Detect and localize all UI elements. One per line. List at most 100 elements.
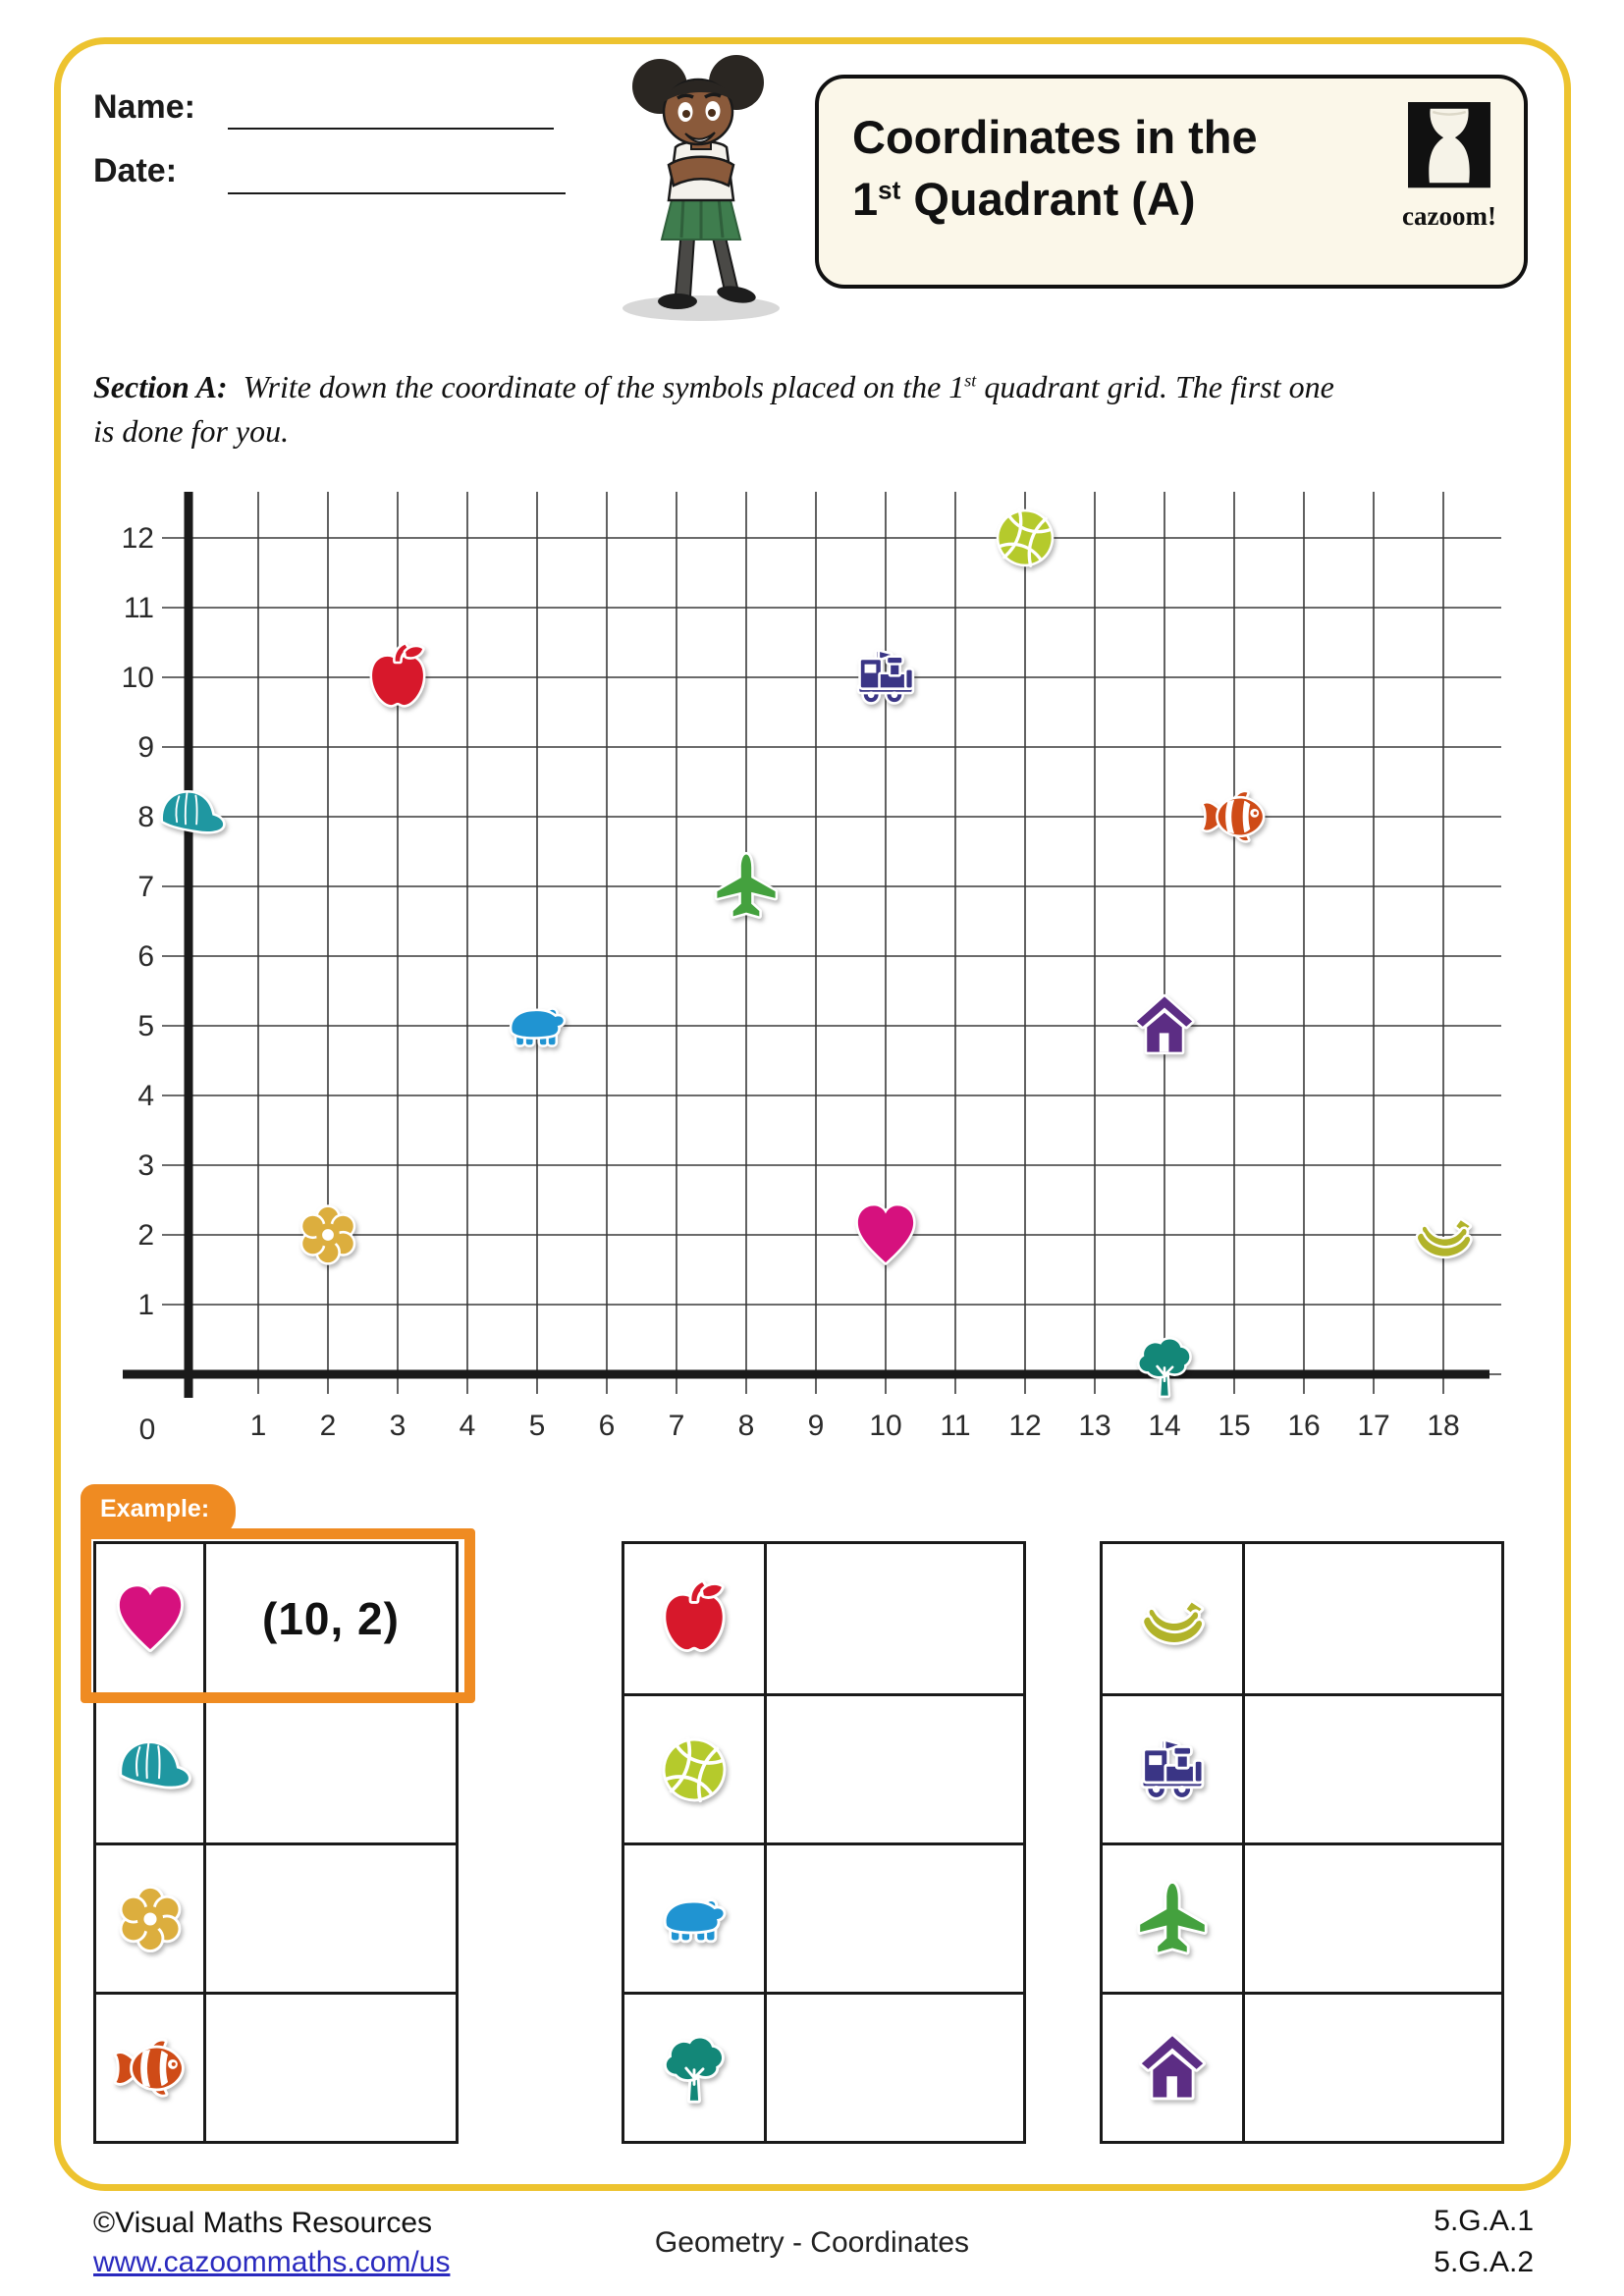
heart-icon	[116, 1583, 184, 1653]
x-tick-label: 12	[1008, 1410, 1041, 1442]
symbol-cell-house	[1103, 1995, 1245, 2141]
x-tick-label: 15	[1218, 1410, 1250, 1442]
x-tick-label: 13	[1078, 1410, 1110, 1442]
footer-topic: Geometry - Coordinates	[654, 2226, 970, 2259]
answer-cell	[1245, 1845, 1501, 1992]
grid-symbol-train	[849, 641, 922, 714]
y-tick-label: 2	[137, 1219, 154, 1252]
basketball-icon	[996, 508, 1055, 567]
table-row	[1103, 1693, 1501, 1842]
table-row	[624, 1693, 1023, 1842]
tree-icon	[1136, 1337, 1192, 1399]
cazoom-drum-icon	[1408, 102, 1490, 188]
y-tick-label: 4	[137, 1080, 154, 1112]
footer-copyright: ©Visual Maths Resources	[93, 2207, 433, 2239]
bear-icon	[663, 1897, 727, 1943]
y-tick-label: 10	[122, 662, 154, 694]
y-tick-label: 5	[137, 1010, 154, 1042]
x-tick-label: 5	[529, 1410, 546, 1442]
y-tick-label: 6	[137, 940, 154, 973]
x-tick-label: 4	[460, 1410, 476, 1442]
fish-icon	[1201, 789, 1266, 843]
girl-illustration	[623, 55, 780, 321]
answer-cell	[206, 1995, 456, 2141]
house-icon	[1134, 993, 1195, 1055]
y-tick-label: 12	[122, 522, 154, 555]
symbol-cell-cap	[96, 1696, 206, 1842]
x-tick-label: 2	[320, 1410, 337, 1442]
symbol-cell-bananas	[1103, 1544, 1245, 1693]
y-tick-label: 7	[137, 871, 154, 903]
footer-standard-2: 5.G.A.2	[1434, 2246, 1534, 2278]
airplane-icon	[714, 851, 779, 919]
grid-svg: 0 1 2 3 4 5 6 7 8 9 10 11 12 13 14 15 16 17 18123456789101…	[122, 492, 1501, 1446]
page-border	[54, 37, 1571, 2191]
table-row	[1103, 1842, 1501, 1992]
grid-symbol-tree	[1128, 1330, 1201, 1403]
table-row-example: (10, 2)	[96, 1544, 456, 1693]
symbol-cell-flower	[96, 1845, 206, 1992]
tree-icon	[663, 2035, 725, 2104]
x-tick-label: 6	[599, 1410, 616, 1442]
cazoom-logo-text: cazoom!	[1402, 201, 1496, 231]
x-tick-label: 16	[1287, 1410, 1320, 1442]
heart-icon	[855, 1202, 916, 1265]
y-tick-label: 11	[124, 592, 154, 624]
answer-cell	[1245, 1995, 1501, 2141]
axes	[123, 492, 1489, 1398]
answer-cell	[767, 1696, 1023, 1842]
symbol-cell-tree	[624, 1995, 767, 2141]
x-tick-label: 3	[390, 1410, 406, 1442]
title-box: Coordinates in the 1st Quadrant (A) cazo…	[815, 75, 1528, 289]
symbol-cell-heart	[96, 1544, 206, 1693]
table-row	[624, 1992, 1023, 2141]
grid-symbol-airplane	[710, 850, 783, 923]
apple-icon	[663, 1579, 726, 1653]
symbol-cell-apple	[624, 1544, 767, 1693]
x-tick-label: 11	[940, 1410, 970, 1442]
grid-symbol-flower	[292, 1199, 364, 1271]
cap-icon	[118, 1739, 191, 1789]
footer-website-link[interactable]: www.cazoommaths.com/us	[93, 2246, 451, 2278]
y-tick-label: 1	[137, 1289, 154, 1321]
basketball-icon	[662, 1736, 727, 1802]
grid-symbol-cap	[152, 780, 226, 853]
answer-cell	[1245, 1696, 1501, 1842]
answer-cell	[1245, 1544, 1501, 1693]
answer-cell	[206, 1696, 456, 1842]
table-row	[624, 1544, 1023, 1693]
cap-icon	[160, 789, 226, 834]
y-tick-label: 9	[137, 731, 154, 764]
coordinate-grid: 0 1 2 3 4 5 6 7 8 9 10 11 12 13 14 15 16 17 18 1 2 3 4 5 6 7 8 9 10 1…	[103, 483, 1546, 1465]
grid-symbol-bear	[501, 989, 573, 1062]
fish-icon	[113, 2038, 185, 2098]
table-row	[624, 1842, 1023, 1992]
answer-cell	[767, 1845, 1023, 1992]
name-label: Name:	[93, 88, 195, 126]
table-row	[96, 1693, 456, 1842]
train-icon	[856, 649, 915, 705]
apple-icon	[369, 642, 426, 708]
answer-cell	[206, 1845, 456, 1992]
grid-symbol-house	[1128, 989, 1201, 1062]
name-field-line	[228, 128, 554, 130]
table-row	[1103, 1992, 1501, 2141]
x-tick-label: 14	[1148, 1410, 1180, 1442]
symbol-cell-airplane	[1103, 1845, 1245, 1992]
cazoom-logo: cazoom!	[1402, 102, 1496, 232]
footer-standard-1: 5.G.A.1	[1434, 2205, 1534, 2237]
symbol-cell-bear	[624, 1845, 767, 1992]
section-a-instructions: Section A: Write down the coordinate of …	[93, 369, 1334, 450]
x-tick-label: 18	[1427, 1410, 1459, 1442]
example-answer-cell: (10, 2)	[206, 1544, 456, 1693]
grid-symbol-bananas	[1407, 1199, 1480, 1271]
table-row	[96, 1842, 456, 1992]
symbol-cell-train	[1103, 1696, 1245, 1842]
example-answer: (10, 2)	[262, 1593, 400, 1644]
grid-symbol-basketball	[989, 502, 1061, 574]
page-title: Coordinates in the 1st Quadrant (A)	[852, 111, 1258, 226]
answer-cell	[767, 1544, 1023, 1693]
x-tick-label: 9	[808, 1410, 825, 1442]
bananas-icon	[1415, 1217, 1473, 1259]
